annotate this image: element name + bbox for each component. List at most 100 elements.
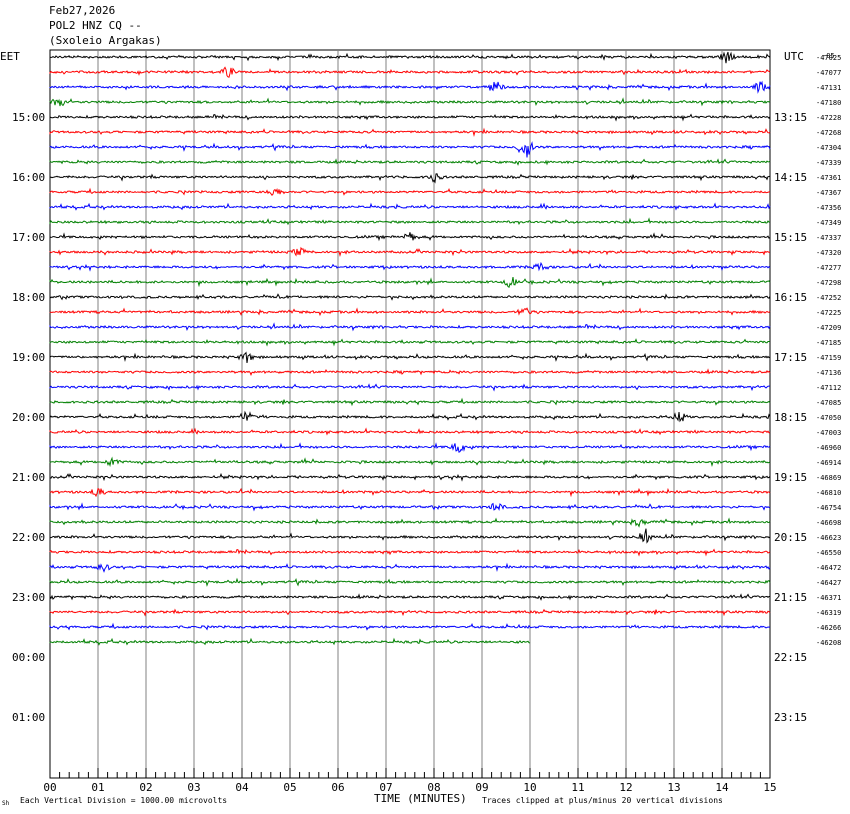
seismic-trace xyxy=(49,202,771,211)
seismic-trace xyxy=(49,442,771,453)
seismic-trace xyxy=(49,397,771,407)
seismic-trace xyxy=(49,113,771,122)
trace-offset-label: -46266 xyxy=(816,624,841,632)
x-tick-label: 02 xyxy=(139,781,152,794)
trace-offset-label: -46319 xyxy=(816,609,841,617)
clipping-note: Traces clipped at plus/minus 20 vertical… xyxy=(482,796,723,805)
right-hour-label: 18:15 xyxy=(774,411,807,424)
trace-offset-label: -47185 xyxy=(816,339,841,347)
trace-offset-label: -47159 xyxy=(816,354,841,362)
trace-offset-label: -46914 xyxy=(816,459,841,467)
x-tick-label: 05 xyxy=(283,781,296,794)
seismic-trace xyxy=(49,338,771,347)
seismic-trace xyxy=(49,246,771,257)
corner-mark: Sh xyxy=(2,800,10,807)
seismic-trace xyxy=(49,637,531,646)
trace-offset-label: -47228 xyxy=(816,114,841,122)
seismic-trace xyxy=(49,577,771,587)
seismic-trace xyxy=(49,383,771,392)
seismic-trace xyxy=(49,217,771,226)
location-label: (Sxoleio Argakas) xyxy=(49,34,162,47)
x-tick-label: 12 xyxy=(619,781,632,794)
seismic-trace xyxy=(49,472,771,482)
seismic-trace xyxy=(49,97,771,107)
plot-frame xyxy=(49,49,771,779)
seismic-trace xyxy=(49,51,771,64)
vertical-division-note: Each Vertical Division = 1000.00 microvo… xyxy=(20,796,228,805)
right-hour-label: 20:15 xyxy=(774,531,807,544)
trace-offset-label: -46472 xyxy=(816,564,841,572)
left-hour-label: 18:00 xyxy=(12,291,45,304)
trace-offset-label: -47077 xyxy=(816,69,841,77)
left-hour-label: 21:00 xyxy=(12,471,45,484)
left-hour-label: 19:00 xyxy=(12,351,45,364)
trace-offset-label: -47252 xyxy=(816,294,841,302)
trace-offset-label: -47337 xyxy=(816,234,841,242)
seismic-trace xyxy=(49,293,771,301)
date-label: Feb27,2026 xyxy=(49,4,116,17)
seismic-trace xyxy=(49,322,771,332)
x-tick-label: 13 xyxy=(667,781,680,794)
right-hour-label: 22:15 xyxy=(774,651,807,664)
right-hour-label: 16:15 xyxy=(774,291,807,304)
right-hour-label: 13:15 xyxy=(774,111,807,124)
seismic-trace xyxy=(49,66,771,78)
seismic-trace xyxy=(49,141,771,158)
seismic-trace xyxy=(49,410,771,423)
seismic-trace xyxy=(49,173,771,184)
trace-offset-label: -47277 xyxy=(816,264,841,272)
seismic-trace xyxy=(49,351,771,363)
right-timezone-label: UTC xyxy=(784,50,804,63)
x-tick-label: 14 xyxy=(715,781,729,794)
x-tick-label: 00 xyxy=(43,781,56,794)
seismic-trace xyxy=(49,456,771,468)
trace-offset-label: -47268 xyxy=(816,129,841,137)
trace-offset-label: -46371 xyxy=(816,594,841,602)
seismic-trace xyxy=(49,487,771,498)
trace-offset-label: -47112 xyxy=(816,384,841,392)
trace-offset-label: -47136 xyxy=(816,369,841,377)
right-hour-label: 19:15 xyxy=(774,471,807,484)
seismic-trace xyxy=(49,158,771,166)
trace-offset-label: -46427 xyxy=(816,579,841,587)
left-hour-label: 23:00 xyxy=(12,591,45,604)
trace-offset-label: -47349 xyxy=(816,219,841,227)
trace-offset-label: -46623 xyxy=(816,534,841,542)
trace-offset-label: -46550 xyxy=(816,549,841,557)
trace-offset-label: -47320 xyxy=(816,249,841,257)
trace-offset-label: -47209 xyxy=(816,324,841,332)
x-tick-label: 11 xyxy=(571,781,584,794)
left-hour-label: 17:00 xyxy=(12,231,45,244)
trace-offset-label: -47356 xyxy=(816,204,841,212)
right-hour-label: 23:15 xyxy=(774,711,807,724)
seismic-trace xyxy=(49,232,771,242)
seismic-trace xyxy=(49,427,771,436)
x-tick-label: 08 xyxy=(427,781,440,794)
seismic-trace xyxy=(49,261,771,272)
right-hour-label: 17:15 xyxy=(774,351,807,364)
x-tick-label: 03 xyxy=(187,781,200,794)
trace-offset-label: -47131 xyxy=(816,84,841,92)
seismic-trace xyxy=(49,548,771,557)
seismic-trace xyxy=(49,307,771,317)
seismic-trace xyxy=(49,80,771,94)
trace-offset-label: -47180 xyxy=(816,99,841,107)
right-hour-label: 15:15 xyxy=(774,231,807,244)
left-hour-label: 22:00 xyxy=(12,531,45,544)
seismic-trace xyxy=(49,517,771,528)
x-tick-label: 01 xyxy=(91,781,104,794)
top-right-mark: -05 xyxy=(822,52,835,60)
trace-offset-label: -46698 xyxy=(816,519,841,527)
left-hour-label: 01:00 xyxy=(12,711,45,724)
station-label: POL2 HNZ CQ -- xyxy=(49,19,142,32)
right-hour-label: 21:15 xyxy=(774,591,807,604)
seismic-trace xyxy=(49,528,771,544)
seismic-trace xyxy=(49,368,771,376)
trace-offset-label: -46208 xyxy=(816,639,841,647)
trace-offset-label: -47361 xyxy=(816,174,841,182)
trace-offset-label: -47339 xyxy=(816,159,841,167)
left-hour-label: 20:00 xyxy=(12,411,45,424)
left-hour-label: 00:00 xyxy=(12,651,45,664)
seismic-trace xyxy=(49,593,770,601)
x-tick-label: 09 xyxy=(475,781,488,794)
